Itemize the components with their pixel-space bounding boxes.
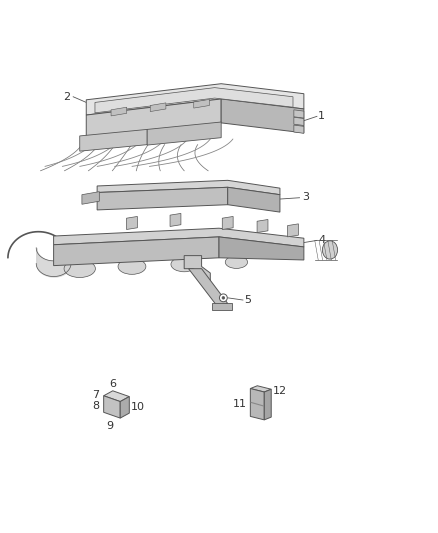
Polygon shape: [170, 213, 181, 227]
Polygon shape: [264, 389, 271, 420]
Polygon shape: [212, 303, 232, 310]
Polygon shape: [257, 220, 268, 232]
Polygon shape: [150, 103, 166, 111]
Polygon shape: [194, 99, 209, 108]
Polygon shape: [104, 396, 120, 418]
Polygon shape: [294, 110, 304, 118]
Text: 5: 5: [244, 295, 251, 304]
Polygon shape: [294, 125, 304, 133]
Polygon shape: [251, 386, 271, 392]
Text: 1: 1: [318, 111, 325, 122]
Polygon shape: [222, 216, 233, 230]
Polygon shape: [127, 216, 138, 230]
Text: 11: 11: [233, 399, 247, 409]
Polygon shape: [95, 87, 293, 113]
Ellipse shape: [118, 259, 146, 274]
Polygon shape: [147, 122, 221, 145]
Circle shape: [219, 294, 227, 302]
Polygon shape: [86, 99, 221, 139]
Text: 10: 10: [131, 401, 145, 411]
Polygon shape: [294, 117, 304, 125]
Ellipse shape: [225, 256, 247, 269]
Polygon shape: [219, 237, 304, 260]
Polygon shape: [120, 397, 129, 418]
Polygon shape: [184, 256, 210, 282]
Polygon shape: [188, 269, 228, 305]
Ellipse shape: [322, 241, 338, 259]
Polygon shape: [53, 237, 219, 265]
Polygon shape: [251, 389, 264, 420]
Text: 9: 9: [106, 421, 113, 431]
Ellipse shape: [64, 260, 95, 278]
Text: 2: 2: [63, 92, 70, 102]
Text: 4: 4: [318, 236, 325, 245]
Text: 6: 6: [109, 379, 116, 389]
Polygon shape: [97, 187, 228, 210]
Polygon shape: [97, 180, 280, 195]
Polygon shape: [53, 228, 304, 247]
Polygon shape: [86, 84, 304, 115]
Polygon shape: [82, 192, 99, 204]
Polygon shape: [221, 99, 304, 133]
Polygon shape: [111, 107, 127, 116]
Ellipse shape: [171, 257, 198, 272]
Circle shape: [222, 296, 225, 299]
Text: 7: 7: [92, 390, 99, 400]
Text: 8: 8: [92, 401, 99, 411]
Text: 12: 12: [272, 386, 287, 397]
Polygon shape: [80, 130, 147, 151]
Polygon shape: [228, 187, 280, 212]
Polygon shape: [288, 224, 298, 237]
Text: 3: 3: [302, 192, 309, 203]
Polygon shape: [104, 391, 129, 401]
